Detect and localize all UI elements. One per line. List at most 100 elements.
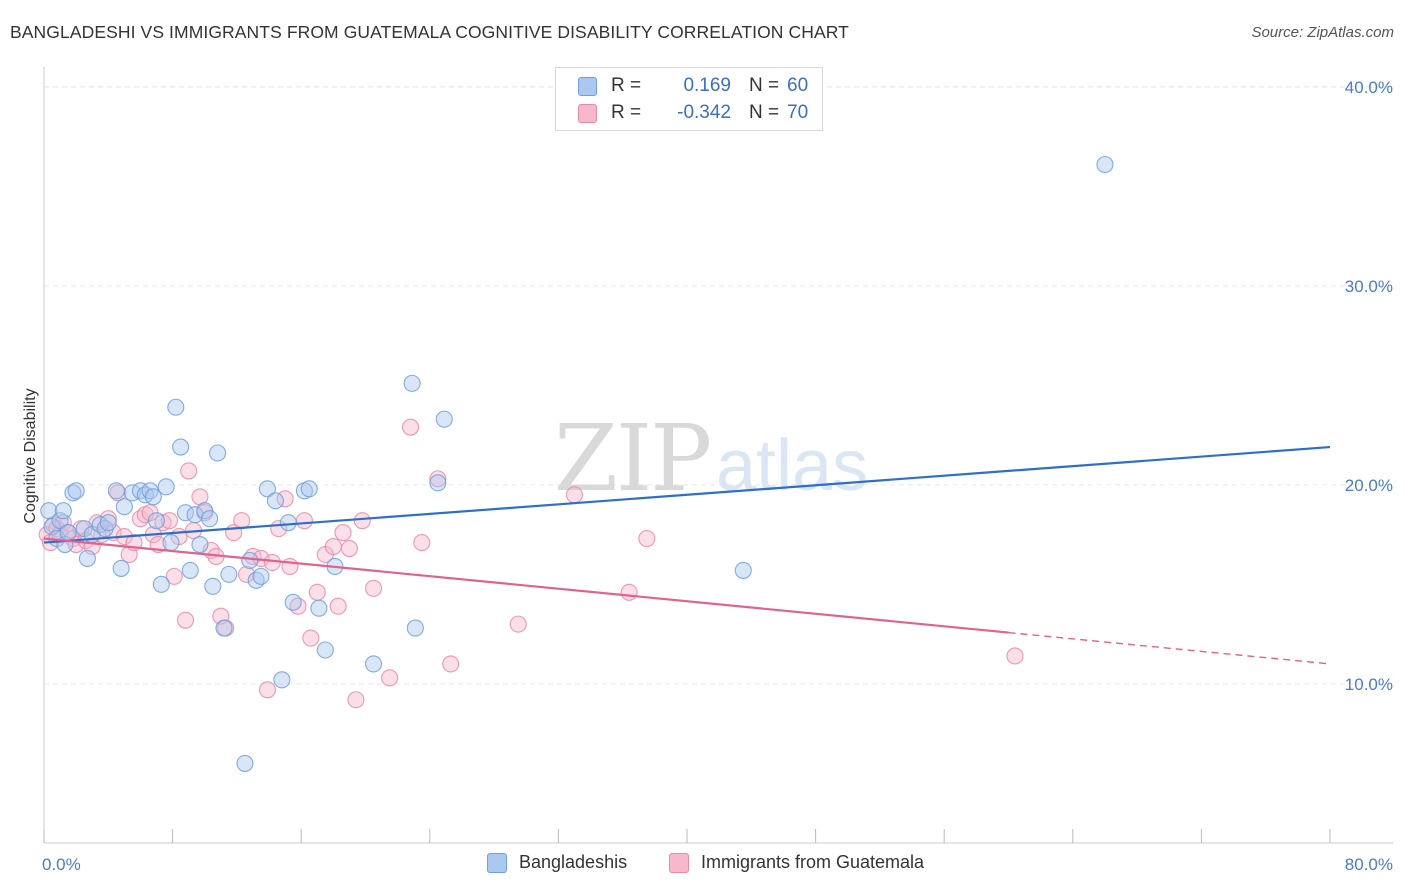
guatemala-point xyxy=(233,512,251,530)
bangladeshi-point xyxy=(204,577,222,595)
trend-line-guatemala xyxy=(43,537,1009,634)
bangladeshi-point xyxy=(1096,155,1114,174)
guatemala-point xyxy=(353,512,371,530)
guatemala-point xyxy=(154,514,172,532)
y-tick-label: 20.0% xyxy=(1345,476,1393,495)
guatemala-point xyxy=(165,567,183,585)
bangladeshi-point xyxy=(107,482,125,500)
trend-line-guatemala-extension xyxy=(1008,631,1331,665)
bangladeshi-point xyxy=(196,502,214,520)
bangladeshi-point xyxy=(112,559,130,577)
trend-lines xyxy=(43,445,1331,665)
legend-n-value: 70 xyxy=(787,102,809,123)
bangladeshi-point xyxy=(734,561,752,579)
y-axis-label: Cognitive Disability xyxy=(22,388,39,523)
guatemala-point xyxy=(413,533,431,552)
legend-n-label: N = xyxy=(749,102,780,123)
bangladeshi-point xyxy=(51,512,69,530)
guatemala-point xyxy=(340,539,358,558)
legend-r-value: 0.169 xyxy=(683,75,731,96)
guatemala-point xyxy=(381,669,399,687)
bangladeshi-point xyxy=(300,480,318,498)
legend-swatch-blue xyxy=(487,852,507,873)
guatemala-point xyxy=(442,655,460,673)
bangladeshi-point xyxy=(220,565,238,583)
grid-lines xyxy=(44,86,1393,685)
guatemala-point xyxy=(429,470,447,488)
series-bangladeshi-points xyxy=(40,155,1114,772)
guatemala-point xyxy=(329,597,347,615)
watermark-atlas: atlas xyxy=(716,426,868,506)
guatemala-point xyxy=(638,530,656,548)
legend-swatch-blue xyxy=(578,76,597,96)
bangladeshi-point xyxy=(209,444,227,462)
guatemala-point xyxy=(258,681,276,699)
watermark: ZIP atlas xyxy=(554,405,868,512)
bangladeshi-point xyxy=(273,671,291,689)
guatemala-point xyxy=(401,418,420,436)
legend-swatch-pink xyxy=(669,852,689,873)
legend-item-guatemala[interactable]: Immigrants from Guatemala xyxy=(669,852,924,873)
x-tick-label: 80.0% xyxy=(1345,855,1393,874)
tick-labels: 10.0% 20.0% 30.0% 40.0% 0.0% 80.0% xyxy=(42,78,1393,874)
legend-row-bangladeshi: R = 0.169 N = 60 xyxy=(578,74,808,98)
bangladeshi-point xyxy=(162,533,180,552)
guatemala-point xyxy=(565,486,584,504)
bangladeshi-point xyxy=(429,474,447,492)
bangladeshi-point xyxy=(147,512,166,530)
bangladeshi-point xyxy=(284,593,302,611)
legend-item-label: Immigrants from Guatemala xyxy=(701,852,925,872)
guatemala-point xyxy=(347,691,365,709)
bangladeshi-point xyxy=(406,619,424,637)
bangladeshi-point xyxy=(403,374,421,392)
guatemala-point xyxy=(324,537,342,556)
chart-title: BANGLADESHI VS IMMIGRANTS FROM GUATEMALA… xyxy=(10,22,849,42)
bangladeshi-point xyxy=(167,398,185,416)
guatemala-point xyxy=(1006,647,1024,665)
chart-source: Source: ZipAtlas.com xyxy=(1251,24,1394,41)
bangladeshi-point xyxy=(201,510,219,528)
guatemala-point xyxy=(308,583,326,601)
bangladeshi-point xyxy=(172,438,190,456)
bangladeshi-point xyxy=(236,754,254,772)
bangladeshi-point xyxy=(258,480,276,498)
legend-item-bangladeshis[interactable]: Bangladeshis xyxy=(487,852,627,873)
bangladeshi-point xyxy=(59,524,77,542)
legend-item-label: Bangladeshis xyxy=(519,852,628,872)
legend-swatch-pink xyxy=(578,103,597,123)
bangladeshi-point xyxy=(435,410,453,428)
guatemala-point xyxy=(281,557,299,575)
legend-n-value: 60 xyxy=(787,75,809,96)
bangladeshi-point xyxy=(152,575,170,593)
bangladeshi-point xyxy=(115,498,133,516)
legend-r-label: R = xyxy=(611,75,642,96)
legend-row-guatemala: R = -0.342 N = 70 xyxy=(578,101,808,125)
trend-line-bangladeshi xyxy=(43,445,1331,544)
bangladeshi-point xyxy=(78,549,96,568)
legend-n-label: N = xyxy=(749,75,780,96)
bangladeshi-point xyxy=(144,488,162,506)
legend-r-value: -0.342 xyxy=(677,102,731,123)
y-tick-label: 10.0% xyxy=(1345,675,1393,694)
guatemala-point xyxy=(334,524,352,542)
guatemala-point xyxy=(160,512,178,530)
guatemala-point xyxy=(620,583,638,601)
bangladeshi-point xyxy=(99,514,117,532)
guatemala-point xyxy=(176,611,195,629)
guatemala-point xyxy=(509,615,527,633)
y-tick-label: 30.0% xyxy=(1345,277,1393,296)
axes xyxy=(43,67,1393,844)
bangladeshi-point xyxy=(266,492,285,510)
bangladeshi-point xyxy=(191,535,209,554)
bangladeshi-point xyxy=(316,641,334,659)
guatemala-point xyxy=(295,512,313,530)
legend-stats: R = 0.169 N = 60 R = -0.342 N = 70 xyxy=(555,67,823,131)
guatemala-point xyxy=(302,629,320,647)
bangladeshi-point xyxy=(279,514,297,532)
y-tick-label: 40.0% xyxy=(1345,78,1393,97)
legend-r-label: R = xyxy=(611,102,642,123)
x-tick-label: 0.0% xyxy=(42,855,81,874)
bangladeshi-point xyxy=(364,655,383,673)
bangladeshi-point xyxy=(54,502,72,520)
